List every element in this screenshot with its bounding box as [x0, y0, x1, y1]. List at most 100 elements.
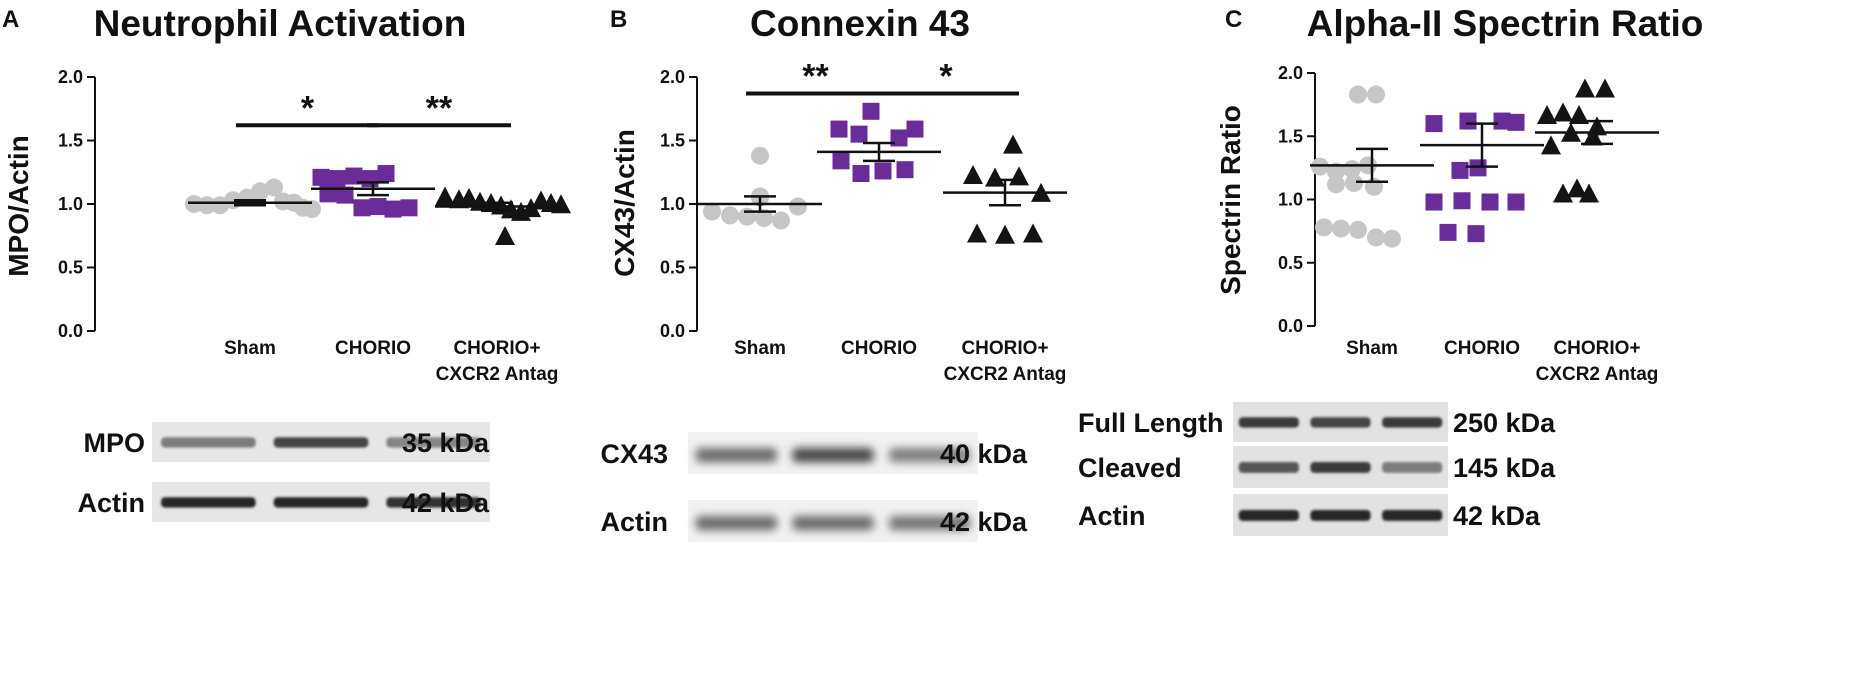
significance-label: **	[802, 58, 829, 96]
chart-title: Neutrophil Activation	[94, 3, 467, 44]
y-tick-label: 1.5	[1278, 126, 1303, 146]
y-tick-label: 1.0	[58, 194, 83, 214]
data-point	[353, 199, 371, 217]
data-point	[1425, 193, 1443, 211]
panel-a-figure: A Neutrophil Activation MPO/Actin 0.0 0.5…	[2, 3, 571, 522]
blot-band	[1310, 461, 1371, 473]
data-point	[361, 170, 379, 188]
x-category-label: CHORIO	[841, 338, 917, 359]
y-tick-label: 1.5	[660, 131, 685, 151]
data-point	[789, 197, 807, 216]
data-point	[1453, 192, 1471, 210]
data-point	[1595, 78, 1615, 98]
x-category-label: Sham	[1346, 338, 1398, 359]
panel-a: A Neutrophil Activation MPO/Actin 0.0 0.5…	[0, 0, 600, 685]
data-point	[862, 102, 880, 120]
blot-kda-label: 40 kDa	[940, 439, 1028, 469]
data-point	[1575, 78, 1595, 98]
data-point	[345, 167, 363, 185]
data-point	[1567, 178, 1587, 198]
y-tick-label: 1.0	[1278, 190, 1303, 210]
blot-band	[792, 447, 874, 463]
blot-band	[792, 515, 874, 531]
blot-kda-label: 42 kDa	[402, 488, 490, 518]
data-point	[1469, 159, 1487, 177]
y-tick-label: 0.0	[1278, 316, 1303, 336]
y-axis-label: MPO/Actin	[3, 135, 34, 277]
blot-kda-label: 35 kDa	[402, 428, 490, 458]
data-point	[265, 178, 283, 197]
blot-band	[161, 437, 256, 448]
y-tick-label: 2.0	[1278, 63, 1303, 83]
y-tick-label: 0.5	[660, 258, 685, 278]
plot-area: 0.0 0.5 1.0 1.5 2.0 Sham CHORIO CHORIO+ CXCR2 An…	[660, 58, 1067, 385]
blot-band	[889, 515, 971, 531]
x-category-label: CHORIO	[1444, 338, 1520, 359]
blot-band	[1238, 417, 1299, 428]
data-point	[435, 186, 455, 206]
data-point	[1569, 105, 1589, 125]
data-point	[995, 224, 1015, 244]
data-point	[906, 120, 924, 138]
data-point	[874, 162, 892, 180]
x-category-label: CXCR2 Antag	[1536, 364, 1659, 385]
data-point	[384, 200, 402, 218]
data-point	[1493, 112, 1511, 130]
x-category-label: Sham	[734, 338, 786, 359]
data-point	[967, 223, 987, 243]
western-blot: MPO 35 kDa Actin 42 kDa	[78, 422, 490, 522]
panel-c: C Alpha-II Spectrin Ratio Spectrin Ratio…	[1078, 0, 1850, 685]
x-category-label: CXCR2 Antag	[944, 364, 1067, 385]
data-point	[963, 165, 983, 185]
y-tick-label: 0.0	[660, 321, 685, 341]
data-point	[1579, 183, 1599, 203]
blot-row-label: Actin	[1078, 501, 1146, 531]
blot-band	[1382, 417, 1443, 428]
data-point	[1439, 223, 1457, 241]
blot-row-label: Cleaved	[1078, 453, 1182, 483]
data-point	[1311, 157, 1329, 176]
blot-band	[1238, 509, 1299, 521]
data-point	[1327, 175, 1345, 194]
blot-band	[889, 447, 971, 463]
y-axis-label: Spectrin Ratio	[1215, 105, 1246, 295]
y-tick-label: 0.0	[58, 321, 83, 341]
blot-band	[1382, 461, 1443, 473]
blot-kda-label: 42 kDa	[940, 507, 1028, 537]
data-point	[850, 125, 868, 143]
data-point	[1459, 112, 1477, 130]
data-point	[1541, 135, 1561, 155]
data-point	[1367, 85, 1385, 104]
blot-band	[695, 447, 777, 463]
data-point	[1507, 193, 1525, 211]
plot-area: 0.0 0.5 1.0 1.5 2.0 Sham CHORIO CHORIO+ CXCR2 An…	[1278, 63, 1659, 385]
x-category-label: CXCR2 Antag	[436, 364, 559, 385]
x-category-label: CHORIO+	[1553, 338, 1640, 359]
data-point	[1507, 113, 1525, 131]
blot-band	[695, 515, 777, 531]
data-point	[1367, 228, 1385, 247]
data-point	[703, 202, 721, 221]
panel-letter: C	[1225, 6, 1242, 33]
y-tick-label: 2.0	[58, 67, 83, 87]
data-point	[251, 182, 269, 201]
panel-b-figure: B Connexin 43 CX43/Actin 0.0 0.5 1.0 1.5 2.0…	[600, 3, 1067, 542]
blot-kda-label: 42 kDa	[1453, 501, 1541, 531]
data-point	[1003, 134, 1023, 154]
panel-letter: A	[2, 6, 19, 33]
data-point	[185, 195, 203, 213]
x-category-label: CHORIO	[335, 338, 411, 359]
blot-band	[386, 497, 481, 508]
blot-band	[386, 437, 481, 448]
western-blot: CX43 40 kDa Actin 42 kDa	[600, 432, 1028, 542]
chart-title: Alpha-II Spectrin Ratio	[1307, 3, 1704, 44]
blot-band	[1382, 509, 1443, 521]
x-category-label: CHORIO+	[961, 338, 1048, 359]
blot-kda-label: 250 kDa	[1453, 408, 1556, 438]
y-tick-label: 0.5	[1278, 253, 1303, 273]
blot-band	[161, 497, 256, 508]
data-point	[459, 187, 479, 207]
data-point	[551, 194, 571, 214]
data-point	[832, 152, 850, 170]
data-point	[400, 199, 418, 217]
